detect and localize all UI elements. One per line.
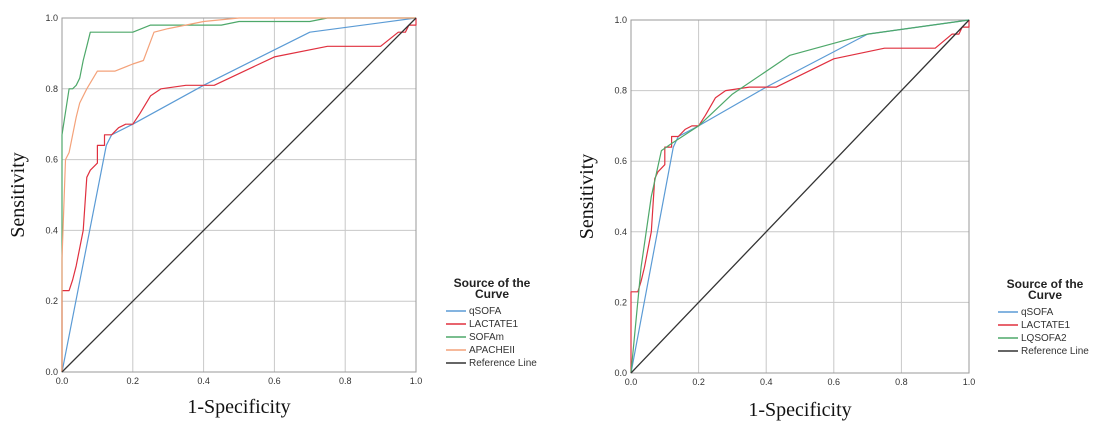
legend-title: Curve	[475, 287, 509, 301]
legend-label-lactate1: LACTATE1	[469, 319, 519, 330]
x-axis-title: 1-Specificity	[748, 399, 851, 421]
y-tick-label: 0.4	[45, 225, 58, 235]
legend-label-lactate1: LACTATE1	[1021, 320, 1071, 331]
x-tick-label: 0.0	[625, 377, 638, 387]
legend-label-reference-line: Reference Line	[469, 358, 537, 369]
y-tick-label: 0.6	[45, 155, 58, 165]
x-tick-label: 0.4	[197, 376, 210, 386]
series-line-sofam	[61, 17, 416, 372]
y-tick-label: 1.0	[614, 15, 627, 25]
x-tick-label: 0.2	[692, 377, 705, 387]
legend-label-reference-line: Reference Line	[1021, 346, 1089, 357]
plot-frame	[630, 19, 970, 374]
x-tick-label: 0.6	[268, 376, 281, 386]
x-tick-label: 1.0	[963, 377, 976, 387]
series-line-apacheii	[61, 17, 416, 372]
legend-title: Source of the	[1007, 277, 1084, 291]
legend-label-qsofa: qSOFA	[469, 306, 502, 317]
series-line-reference-line	[630, 19, 970, 374]
series-line-lactate1	[630, 20, 970, 373]
legend-label-qsofa: qSOFA	[1021, 307, 1054, 318]
legend-label-apacheii: APACHEII	[469, 345, 515, 356]
x-tick-label: 0.6	[828, 377, 841, 387]
roc-chart-left: 0.0 0.2 0.4 0.6 0.8 1.0 0.0 0.2 0.4 0.6 0.8 1.0 1-Sp…	[7, 13, 537, 418]
legend-label-sofam: SOFAm	[469, 332, 504, 343]
legend-label-lqsofa2: LQSOFA2	[1021, 333, 1067, 344]
series-line-lactate1	[61, 18, 417, 372]
roc-chart-right: 0.0 0.2 0.4 0.6 0.8 1.0 0.0 0.2 0.4 0.6 0.8 1.0 1-Sp…	[549, 0, 1098, 422]
y-tick-label: 1.0	[45, 13, 58, 23]
roc-chart-left-canvas: 0.0 0.2 0.4 0.6 0.8 1.0 0.0 0.2 0.4 0.6 0.8 1.0 1-Sp…	[7, 13, 537, 418]
series-line-reference-line	[61, 17, 417, 373]
y-tick-label: 0.8	[614, 86, 627, 96]
y-tick-label: 0.4	[614, 227, 627, 237]
y-axis-title: Sensitivity	[576, 154, 598, 240]
y-tick-label: 0.0	[45, 367, 58, 377]
x-tick-label: 0.8	[895, 377, 908, 387]
y-tick-label: 0.0	[614, 368, 627, 378]
x-tick-label: 0.0	[56, 376, 69, 386]
legend-title: Curve	[1028, 288, 1062, 302]
y-tick-label: 0.8	[45, 84, 58, 94]
series-line-lqsofa2	[630, 19, 970, 374]
x-tick-label: 0.8	[339, 376, 352, 386]
legend-title: Source of the	[454, 276, 531, 290]
x-tick-label: 1.0	[410, 376, 423, 386]
y-tick-label: 0.2	[45, 296, 58, 306]
y-tick-label: 0.2	[614, 297, 627, 307]
x-tick-label: 0.2	[127, 376, 140, 386]
y-axis-title: Sensitivity	[7, 152, 29, 238]
roc-chart-right-canvas: 0.0 0.2 0.4 0.6 0.8 1.0 0.0 0.2 0.4 0.6 0.8 1.0 1-Sp…	[576, 15, 1089, 421]
x-tick-label: 0.4	[760, 377, 773, 387]
y-tick-label: 0.6	[614, 156, 627, 166]
x-axis-title: 1-Specificity	[187, 396, 290, 418]
